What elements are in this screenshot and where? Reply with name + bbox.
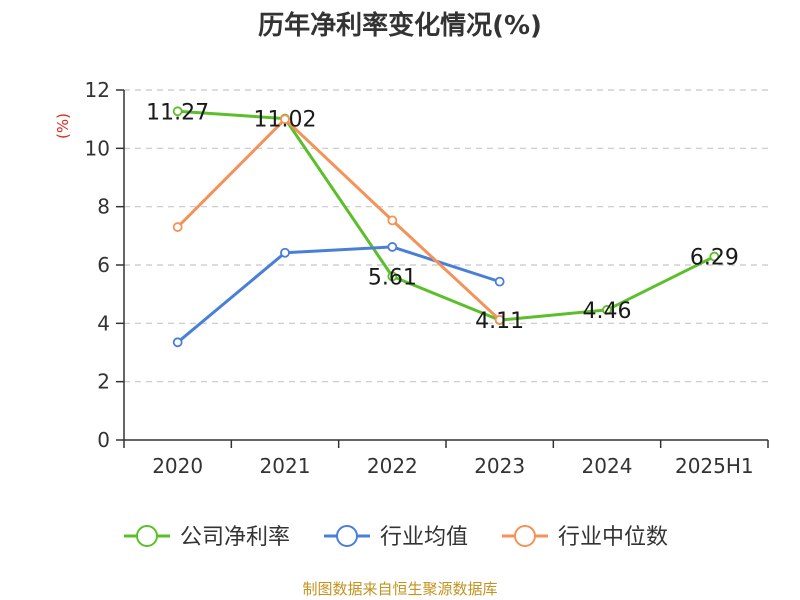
y-tick-label: 8 bbox=[97, 195, 110, 219]
data-label: 5.61 bbox=[368, 265, 417, 290]
data-point bbox=[387, 271, 398, 282]
x-tick-label: 2024 bbox=[582, 454, 633, 478]
x-tick-label: 2023 bbox=[474, 454, 525, 478]
legend: 公司净利率 行业均值 行业中位数 bbox=[124, 525, 668, 550]
data-point bbox=[280, 114, 290, 125]
data-point bbox=[494, 276, 505, 287]
data-label: 11.02 bbox=[254, 108, 317, 133]
y-tick-label: 4 bbox=[97, 311, 110, 335]
series-line-1 bbox=[176, 245, 501, 344]
data-labels: 11.27 11.02 5.61 4.11 4.46 6.29 bbox=[146, 100, 739, 334]
legend-marker bbox=[336, 525, 358, 547]
y-tick-label: 0 bbox=[97, 428, 110, 452]
legend-marker bbox=[514, 525, 536, 547]
data-point bbox=[172, 222, 183, 232]
y-tick-label: 2 bbox=[97, 370, 110, 394]
data-point bbox=[494, 314, 505, 325]
legend-label: 公司净利率 bbox=[180, 525, 290, 550]
chart-title: 历年净利率变化情况(%) bbox=[258, 10, 542, 41]
y-tick-label: 6 bbox=[97, 253, 110, 277]
data-point bbox=[172, 337, 183, 348]
axes: 0 2 4 6 8 10 12 2020 2021 2022 2023 2024 2025H1 bbox=[85, 78, 769, 478]
x-tick-label: 2021 bbox=[260, 454, 311, 478]
data-point bbox=[387, 242, 398, 252]
x-tick-label: 2025H1 bbox=[675, 454, 754, 478]
series-lines bbox=[172, 106, 720, 348]
y-tick-label: 12 bbox=[85, 78, 110, 102]
data-label: 4.11 bbox=[475, 309, 524, 334]
data-label: 11.27 bbox=[146, 100, 209, 125]
data-point bbox=[387, 215, 398, 226]
y-tick-label: 10 bbox=[85, 136, 110, 160]
legend-label: 行业中位数 bbox=[558, 525, 668, 550]
x-tick-label: 2022 bbox=[367, 454, 418, 478]
series-line-0 bbox=[177, 109, 716, 322]
legend-marker bbox=[136, 525, 158, 547]
source-note: 制图数据来自恒生聚源数据库 bbox=[302, 580, 497, 598]
data-point bbox=[280, 247, 290, 258]
x-tick-label: 2020 bbox=[152, 454, 203, 478]
data-label: 4.46 bbox=[583, 299, 632, 324]
data-point bbox=[709, 251, 720, 262]
data-label: 6.29 bbox=[690, 246, 739, 271]
legend-label: 行业均值 bbox=[380, 525, 468, 550]
gridlines bbox=[124, 89, 768, 383]
y-axis-label: (%) bbox=[54, 113, 72, 139]
data-point bbox=[602, 305, 612, 315]
data-point bbox=[172, 106, 183, 117]
series-line-2 bbox=[176, 117, 501, 321]
